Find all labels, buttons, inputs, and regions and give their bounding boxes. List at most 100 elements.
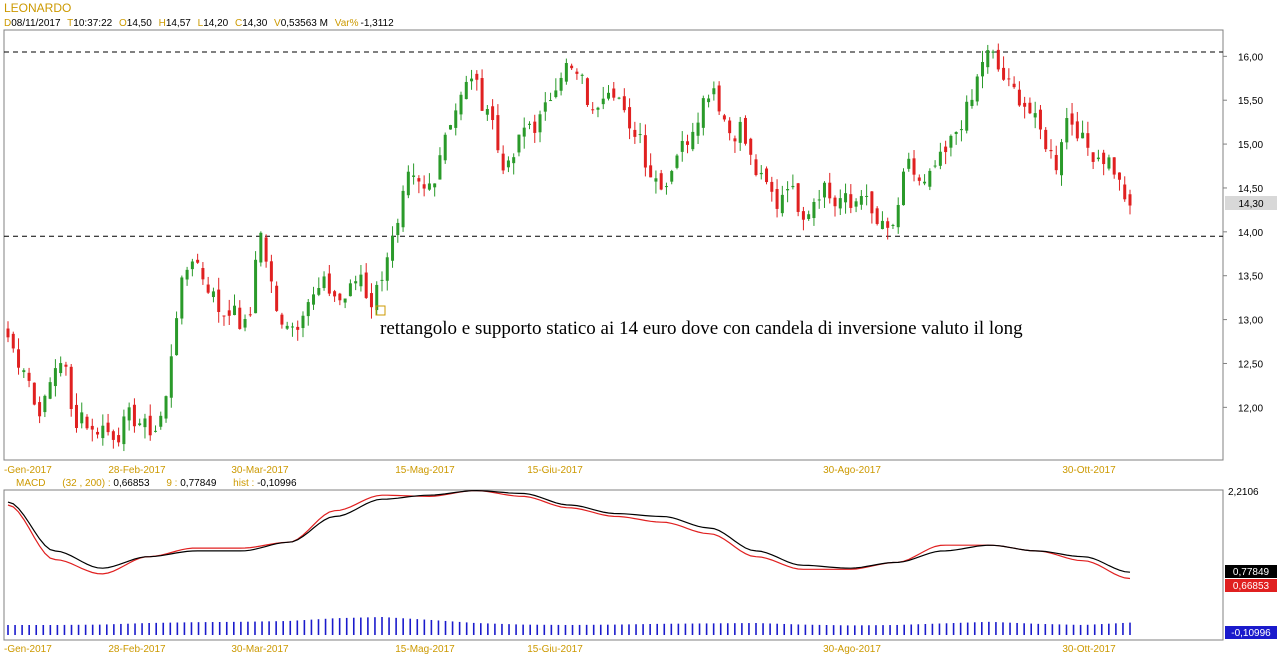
candle-body [69, 366, 73, 410]
candle-body [417, 178, 421, 182]
candle-body [433, 183, 437, 188]
candle-body [796, 183, 800, 212]
candle-body [959, 129, 963, 131]
field-t-value: 10:37:22 [73, 18, 112, 29]
candle-body [822, 182, 826, 198]
candle-body [675, 155, 679, 168]
candle-body [480, 78, 484, 111]
candle-body [770, 181, 774, 192]
candle-body [765, 168, 769, 183]
candle-body [780, 194, 784, 214]
candle-body [575, 71, 579, 74]
support-resistance-lines [4, 51, 1223, 237]
date-tick-label: 15-Giu-2017 [527, 644, 583, 655]
price-tick-label: 13,50 [1238, 272, 1263, 283]
date-tick-label: 15-Giu-2017 [527, 465, 583, 476]
candle-body [1102, 152, 1106, 165]
candle-body [712, 88, 716, 95]
candle-body [38, 402, 42, 417]
candle-body [412, 175, 416, 177]
candle-body [1081, 132, 1085, 139]
candle-body [185, 269, 189, 280]
candle-body [90, 425, 94, 430]
candle-body [106, 422, 110, 433]
candle-body [775, 189, 779, 209]
candle-body [6, 328, 10, 338]
candle-body [317, 288, 321, 295]
candle-body [43, 395, 47, 413]
field-o-value: 14,50 [127, 18, 152, 29]
price-panel-frame [3, 29, 1224, 461]
candle-body [933, 165, 937, 167]
candle-body [838, 198, 842, 209]
field-h-value: 14,57 [166, 18, 191, 29]
candle-body [422, 184, 426, 189]
macd-red-badge: 0,66853 [1233, 581, 1270, 592]
chart-title: LEONARDO [4, 1, 71, 15]
candle-body [454, 110, 458, 128]
candle-body [85, 416, 89, 429]
candle-body [475, 73, 479, 80]
candle-body [506, 160, 510, 168]
candle-body [1091, 152, 1095, 162]
candle-body [580, 74, 584, 76]
candle-body [117, 435, 121, 443]
candle-body [391, 235, 395, 261]
field-v-key: V [274, 18, 281, 29]
candle-body [122, 416, 126, 445]
candle-body [96, 431, 100, 435]
candle-body [707, 98, 711, 103]
candle-body [738, 121, 742, 143]
candle-body [254, 259, 258, 314]
candle-body [728, 120, 732, 134]
candle-body [196, 259, 200, 263]
candle-body [491, 106, 495, 121]
candle-body [496, 115, 500, 151]
candle-body [954, 132, 958, 135]
candle-body [385, 257, 389, 281]
candle-body [1096, 157, 1100, 160]
last-price-badge: 14,30 [1238, 199, 1263, 210]
candle-body [201, 268, 205, 280]
candle-body [659, 173, 663, 190]
candle-body [1017, 89, 1021, 106]
candle-body [17, 349, 21, 368]
macd-panel-frame [3, 489, 1224, 641]
field-l-key: L [198, 18, 204, 29]
candle-body [348, 283, 352, 297]
field-o-key: O [119, 18, 127, 29]
candle-body [338, 293, 342, 301]
candle-body [522, 127, 526, 137]
candle-body [354, 281, 358, 284]
field-c-key: C [235, 18, 242, 29]
macd-black-badge-bg [1225, 565, 1277, 578]
candle-body [870, 191, 874, 214]
candle-body [190, 261, 194, 270]
candle-body [554, 90, 558, 98]
candle-body [981, 61, 985, 77]
date-tick-label: 15-Mag-2017 [395, 644, 455, 655]
candle-body [396, 222, 400, 236]
candle-body [1065, 118, 1069, 143]
candle-body [585, 78, 589, 106]
candle-body [812, 202, 816, 219]
candle-body [169, 356, 173, 398]
candle-body [148, 415, 152, 436]
candle-body [701, 98, 705, 128]
candle-body [359, 274, 363, 287]
candle-body [138, 423, 142, 426]
candle-body [901, 171, 905, 206]
candle-body [32, 382, 36, 405]
field-v-value: 0,53563 M [281, 18, 328, 29]
candle-body [786, 188, 790, 191]
candle-body [917, 177, 921, 181]
price-tick-label: 16,00 [1238, 52, 1263, 63]
date-tick-label: 28-Feb-2017 [108, 465, 166, 476]
candle-body [401, 190, 405, 228]
candle-body [807, 214, 811, 219]
candle-body [217, 289, 221, 312]
candle-body [591, 109, 595, 111]
candle-body [649, 165, 653, 178]
macd-red-badge-bg [1225, 579, 1277, 592]
candle-body [596, 107, 600, 110]
